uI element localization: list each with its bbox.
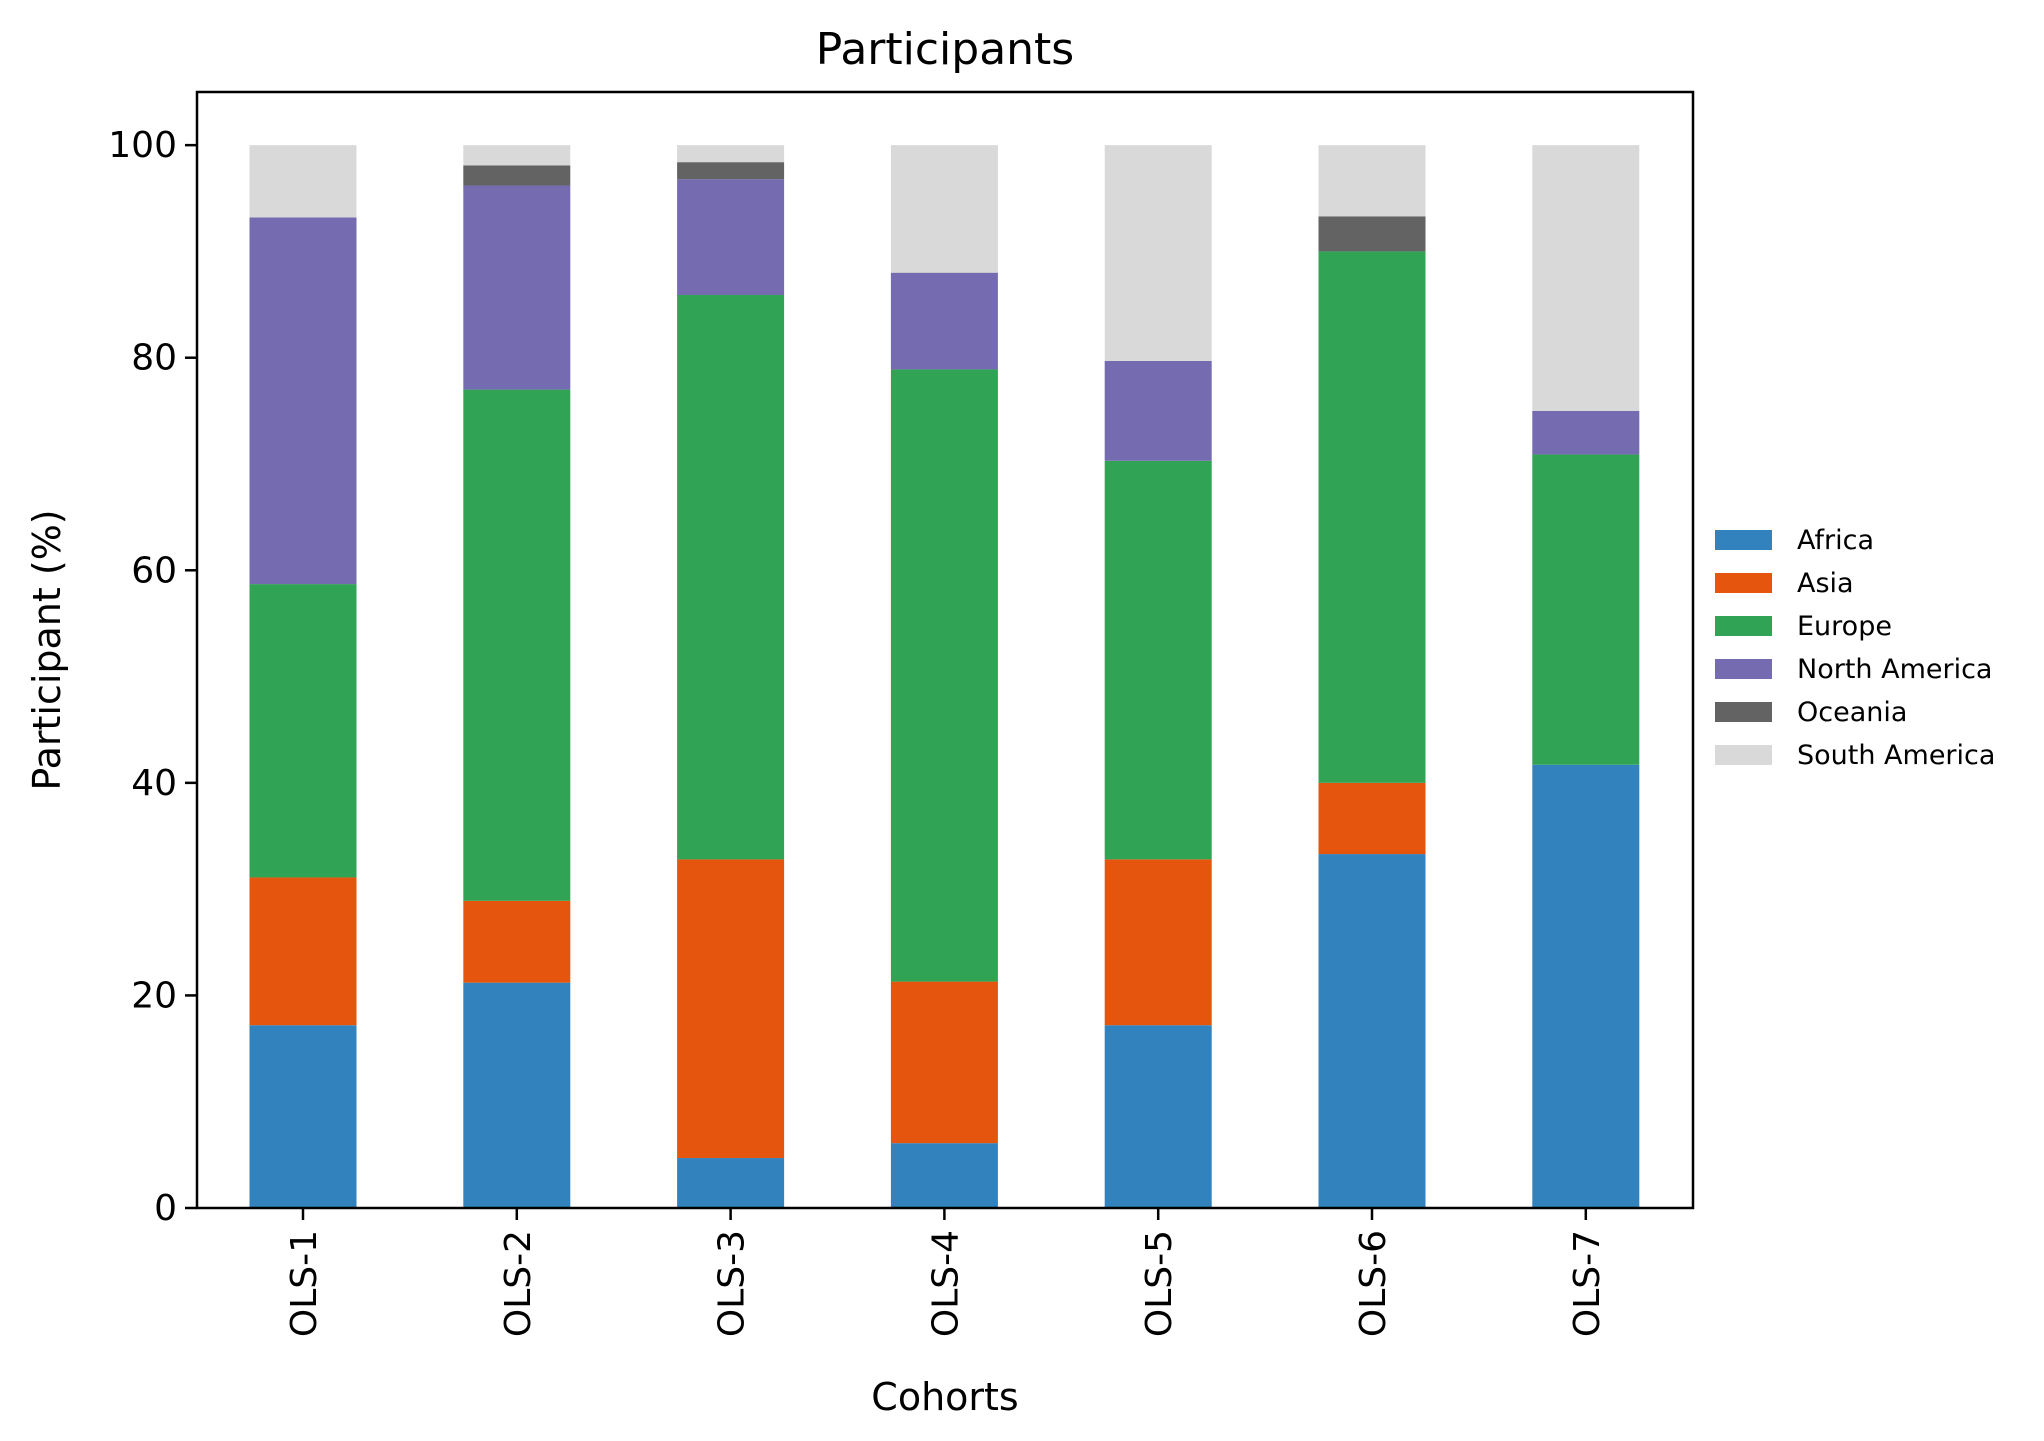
x-tick-label: OLS-2 <box>498 1230 539 1337</box>
bar-segment-ols-1-asia <box>249 877 357 1026</box>
x-tick-label: OLS-6 <box>1353 1230 1394 1337</box>
legend: Africa Asia Europe North America Oceania Sout… <box>1715 525 1995 771</box>
bar-segment-ols-1-europe <box>249 584 357 878</box>
y-tick-label: 100 <box>108 125 177 166</box>
bar-segment-ols-2-south-america <box>463 145 571 166</box>
x-axis-label: Cohorts <box>871 1375 1018 1419</box>
bar-segment-ols-2-africa <box>463 982 571 1208</box>
bar-segment-ols-4-north-america <box>890 272 998 370</box>
bar-segment-ols-3-oceania <box>677 162 785 180</box>
bar-segment-ols-4-asia <box>890 981 998 1144</box>
bar-segment-ols-3-south-america <box>677 145 785 163</box>
chart-title: Participants <box>816 24 1074 75</box>
bar-segment-ols-5-north-america <box>1104 360 1212 461</box>
bar-segment-ols-7-europe <box>1532 454 1640 765</box>
bars-layer <box>249 145 1640 1208</box>
x-tick-label: OLS-4 <box>925 1230 966 1337</box>
bar-segment-ols-7-south-america <box>1532 145 1640 411</box>
legend-label: Europe <box>1797 611 1892 642</box>
legend-label: Oceania <box>1797 697 1907 728</box>
bar-segment-ols-2-oceania <box>463 165 571 186</box>
legend-label: South America <box>1797 740 1995 771</box>
y-tick-label: 0 <box>154 1188 177 1229</box>
bar-segment-ols-2-north-america <box>463 185 571 390</box>
bar-segment-ols-2-europe <box>463 389 571 901</box>
bar-segment-ols-6-oceania <box>1318 216 1426 252</box>
y-tick-label: 60 <box>131 550 177 591</box>
bar-segment-ols-1-north-america <box>249 217 357 585</box>
bar-segment-ols-2-asia <box>463 900 571 983</box>
bar-segment-ols-7-africa <box>1532 764 1640 1208</box>
bar-segment-ols-5-europe <box>1104 460 1212 860</box>
y-axis-label: Participant (%) <box>25 509 69 790</box>
bar-segment-ols-4-africa <box>890 1143 998 1208</box>
legend-label: North America <box>1797 654 1992 685</box>
legend-label: Africa <box>1797 525 1874 556</box>
y-tick-label: 40 <box>131 763 177 804</box>
bar-segment-ols-5-south-america <box>1104 145 1212 361</box>
legend-label: Asia <box>1797 568 1854 599</box>
y-tick-label: 80 <box>131 338 177 379</box>
bar-segment-ols-7-north-america <box>1532 410 1640 455</box>
bar-segment-ols-6-europe <box>1318 251 1426 783</box>
bar-segment-ols-1-south-america <box>249 145 357 218</box>
x-tick-label: OLS-1 <box>284 1230 325 1337</box>
bar-segment-ols-3-asia <box>677 859 785 1159</box>
bar-segment-ols-4-europe <box>890 369 998 982</box>
x-tick-label: OLS-3 <box>712 1230 753 1337</box>
legend-swatch <box>1715 702 1772 722</box>
bar-segment-ols-4-south-america <box>890 145 998 273</box>
x-tick-label: OLS-5 <box>1139 1230 1180 1337</box>
legend-swatch <box>1715 530 1772 550</box>
bar-segment-ols-5-asia <box>1104 859 1212 1026</box>
bar-segment-ols-3-north-america <box>677 179 785 295</box>
bar-segment-ols-6-asia <box>1318 782 1426 855</box>
legend-swatch <box>1715 659 1772 679</box>
y-tick-label: 20 <box>131 975 177 1016</box>
legend-swatch <box>1715 616 1772 636</box>
bar-segment-ols-1-africa <box>249 1025 357 1208</box>
bar-segment-ols-5-africa <box>1104 1025 1212 1208</box>
bar-segment-ols-6-south-america <box>1318 145 1426 217</box>
x-tick-label: OLS-7 <box>1567 1230 1608 1337</box>
bar-segment-ols-6-africa <box>1318 854 1426 1208</box>
bar-segment-ols-3-europe <box>677 295 785 860</box>
axes-layer: 0 20 40 60 80 100 OLS-1 OLS-2 OLS-3 OLS-4 OLS-5 OLS… <box>108 90 1695 1337</box>
legend-swatch <box>1715 573 1772 593</box>
bar-segment-ols-3-africa <box>677 1158 785 1208</box>
legend-swatch <box>1715 745 1772 765</box>
